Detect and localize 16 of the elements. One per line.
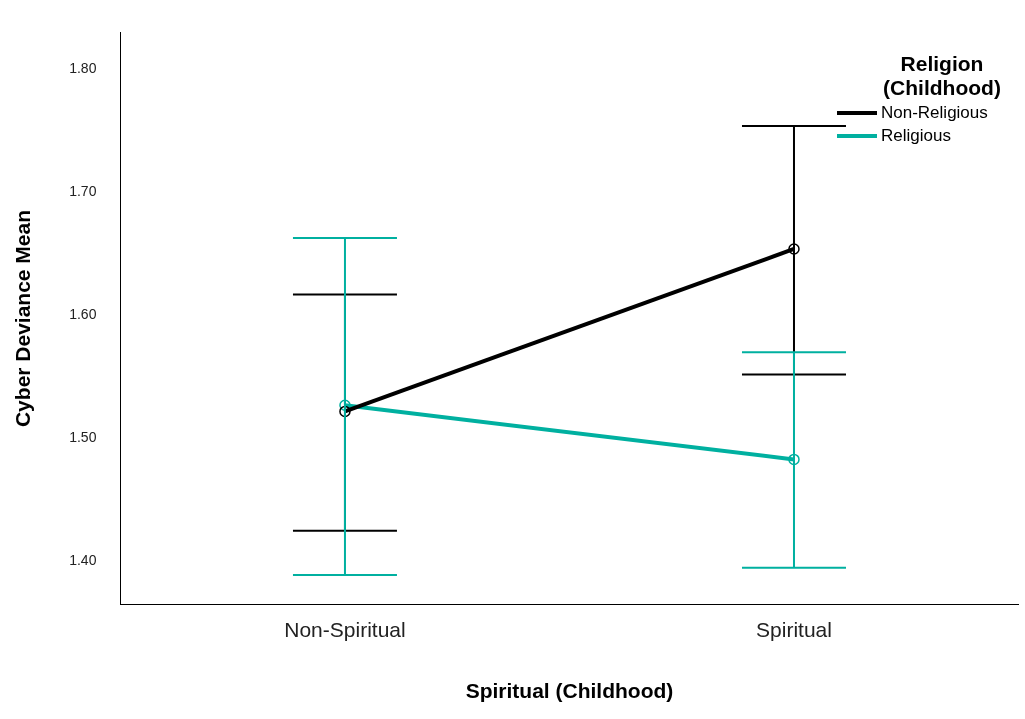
y-tick-label: 1.50 [69, 429, 97, 446]
point [788, 453, 800, 466]
x-tick-label: Spiritual [756, 618, 832, 641]
x-tick-label: Non-Spiritual [284, 618, 406, 641]
point [788, 243, 800, 255]
legend-label: Religious [881, 126, 951, 146]
y-tick-label: 1.80 [69, 60, 97, 77]
x-axis-title: Spiritual (Childhood) [465, 679, 674, 703]
legend-label: Non-Religious [881, 103, 988, 123]
legend-title: Religion (Childhood) [882, 52, 1002, 100]
y-tick-label: 1.60 [69, 306, 97, 323]
point [339, 399, 351, 411]
point [339, 405, 351, 418]
y-tick-label: 1.40 [69, 552, 97, 569]
y-tick-label: 1.70 [69, 183, 97, 200]
y-axis-title: Cyber Deviance Mean [11, 209, 35, 428]
